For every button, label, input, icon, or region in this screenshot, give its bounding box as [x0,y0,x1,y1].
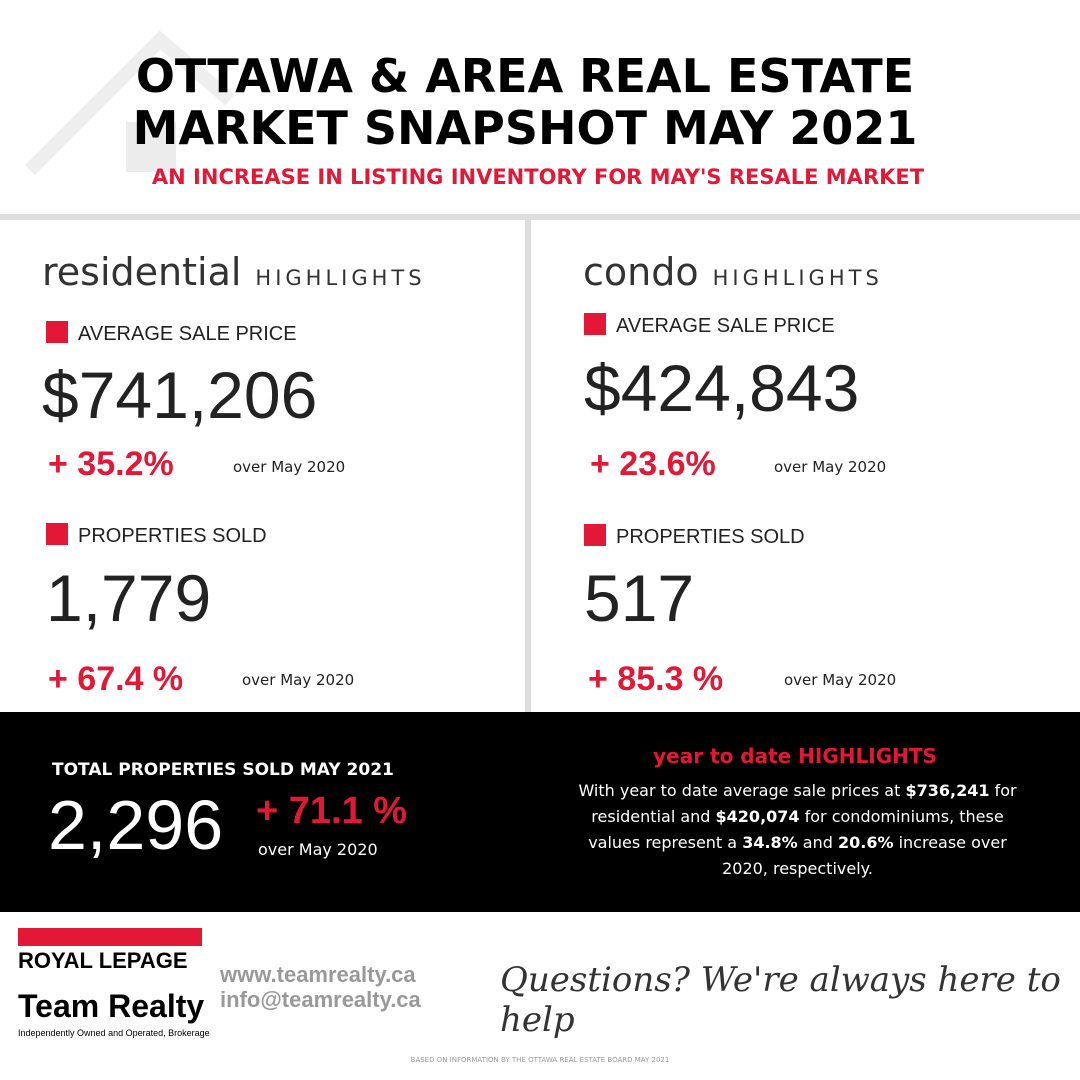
metric-label: PROPERTIES SOLD [78,525,267,547]
ytd-figure: 34.8% [742,833,798,852]
metric-value: $741,206 [42,358,318,432]
bullet [584,524,606,546]
section-name: residential [42,250,242,294]
logo-brand: ROYAL LEPAGE [18,948,188,973]
email[interactable]: info@teamrealty.ca [220,987,421,1012]
metric-label: AVERAGE SALE PRICE [78,323,297,345]
ytd-figure: $736,241 [905,781,990,800]
metric-value: 517 [584,561,695,635]
metric-period: over May 2020 [784,671,897,689]
ytd-text-part: With year to date average sale prices at [578,781,906,800]
metric-period: over May 2020 [242,671,355,689]
divider [525,220,531,712]
tagline: Questions? We're always here to help [500,960,1061,1040]
logo-bar [18,928,202,946]
ytd-figure: 20.6% [837,833,894,852]
total-band [0,712,1080,912]
section-tag: HIGHLIGHTS [255,266,426,290]
logo-note: Independently Owned and Operated, Broker… [18,1028,210,1038]
ytd-text-part: and [797,833,838,852]
section-tag: HIGHLIGHTS [712,266,883,290]
metric-period: over May 2020 [774,458,887,476]
total-period: over May 2020 [258,840,378,859]
total-change: + 71.1 % [256,790,408,832]
section-name: condo [583,250,699,294]
total-value: 2,296 [48,786,224,864]
ytd-title: year to date HIGHLIGHTS [653,744,937,768]
title-line: OTTAWA & AREA REAL ESTATE [135,49,915,103]
metric-change: + 67.4 % [48,660,184,698]
metric-label: PROPERTIES SOLD [616,526,805,548]
metric-period: over May 2020 [233,458,346,476]
ytd-text-part: increase over 2020, respectively. [722,833,1007,878]
total-label: TOTAL PROPERTIES SOLD MAY 2021 [52,760,394,780]
bullet [46,523,68,545]
metric-value: $424,843 [584,351,860,425]
subtitle: AN INCREASE IN LISTING INVENTORY FOR MAY… [151,165,925,189]
bullet [584,313,606,335]
metric-change: + 23.6% [590,445,716,483]
website[interactable]: www.teamrealty.ca [220,962,416,987]
divider [0,214,1080,220]
metric-change: + 85.3 % [588,660,724,698]
metric-change: + 35.2% [48,445,174,483]
metric-value: 1,779 [46,561,212,635]
ytd-figure: $420,074 [715,807,800,826]
ytd-text-part: for condominiums, these values represent… [588,807,1004,852]
title-line: MARKET SNAPSHOT MAY 2021 [132,101,918,155]
logo-office: Team Realty [18,988,205,1024]
ytd-text: With year to date average sale prices at… [575,778,1020,882]
metric-label: AVERAGE SALE PRICE [616,315,835,337]
ytd-text-part: for residential and [591,781,1017,826]
house-icon [25,30,235,175]
bullet [46,321,68,343]
source: BASED ON INFORMATION BY THE OTTAWA REAL … [410,1056,670,1064]
